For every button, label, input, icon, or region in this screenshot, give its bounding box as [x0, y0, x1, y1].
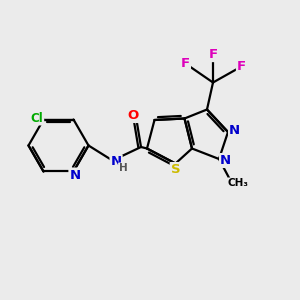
Text: H: H	[118, 163, 127, 173]
Text: CH₃: CH₃	[228, 178, 249, 188]
Text: F: F	[237, 59, 246, 73]
Text: F: F	[208, 48, 217, 61]
Text: S: S	[171, 163, 180, 176]
Text: N: N	[69, 169, 81, 182]
Text: Cl: Cl	[31, 112, 43, 124]
Text: N: N	[229, 124, 240, 137]
Text: N: N	[110, 155, 122, 169]
Text: O: O	[128, 109, 139, 122]
Text: F: F	[181, 56, 190, 70]
Text: N: N	[220, 154, 231, 167]
